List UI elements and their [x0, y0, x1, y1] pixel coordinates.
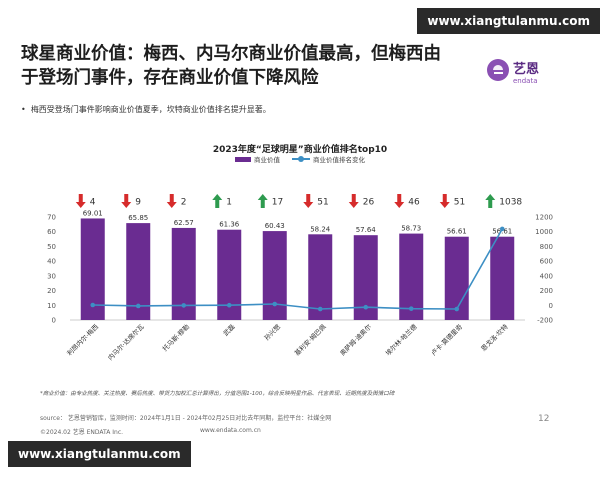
category-label: 孙兴慜 [262, 322, 283, 343]
watermark-top: www.xiangtulanmu.com [417, 8, 600, 34]
category-label: 奥萨姆·迪奥尔 [338, 322, 374, 358]
rank-change-point [363, 304, 369, 310]
category-label: 托马斯·穆勒 [160, 322, 191, 353]
right-axis-tick-label: 1000 [535, 228, 553, 236]
right-axis-tick-label: 1200 [535, 214, 553, 222]
rank-change-point [181, 303, 187, 308]
category-label: 内马尔·达席尔瓦 [106, 322, 146, 362]
bar-value-label: 65.85 [128, 214, 148, 222]
rank-change-point [317, 306, 323, 312]
rank-change-label: 26 [363, 198, 375, 208]
arrow-up-icon [257, 194, 268, 208]
endata-logo: 艺恩 endata [486, 56, 566, 88]
bullet-point: • 梅西受登场门事件影响商业价值夏季，坎特商业价值排名提升显著。 [21, 105, 271, 114]
rank-change-label: 1038 [499, 198, 522, 208]
rank-change-line [92, 228, 503, 310]
rank-change-point [454, 306, 460, 312]
legend-bar-swatch [235, 156, 251, 162]
legend-item-line: 商业价值排名变化 [292, 154, 365, 164]
rank-change-point [499, 226, 505, 232]
bar [490, 236, 515, 320]
bar-value-label: 60.43 [265, 222, 285, 230]
arrow-down-icon [439, 194, 450, 208]
source-text: source： 艺恩营销智库，监测时间：2024年1月1日 - 2024年02月… [40, 415, 332, 422]
chart-legend: 商业价值 商业价值排名变化 [0, 154, 600, 164]
rank-change-label: 4 [90, 198, 96, 208]
logo-sub-text: endata [513, 77, 538, 85]
legend-bar-label: 商业价值 [254, 156, 280, 164]
rank-change-label: 51 [454, 198, 465, 208]
bar [308, 234, 333, 320]
legend-line-label: 商业价值排名变化 [313, 156, 365, 164]
page-number: 12 [538, 414, 550, 424]
rank-change-point [226, 302, 232, 308]
rank-change-label: 51 [317, 198, 328, 208]
rank-change-point [272, 301, 278, 307]
right-axis-tick-label: 0 [549, 302, 553, 310]
arrow-down-icon [75, 194, 86, 208]
left-axis-tick-label: 70 [47, 214, 56, 222]
left-axis-tick-label: 0 [52, 317, 56, 325]
rank-change-label: 46 [408, 198, 420, 208]
bar-line-chart: 0 10 20 30 40 50 60 70 -200 0 200 400 600 800 1000 1200… [47, 194, 553, 362]
arrow-up-icon [485, 194, 496, 208]
bar-value-label: 61.36 [219, 221, 240, 229]
legend-item-bar: 商业价值 [235, 154, 280, 164]
rank-change-label: 17 [272, 198, 283, 208]
category-label: 埃尔林·哈兰德 [383, 322, 419, 358]
right-axis-tick-label: 800 [540, 243, 553, 251]
copyright-text: ©2024.02 艺恩 ENDATA Inc. [40, 429, 124, 436]
arrow-down-icon [121, 194, 132, 208]
bar-value-label: 62.57 [174, 219, 194, 227]
arrow-down-icon [166, 194, 177, 208]
bullet-text: 梅西受登场门事件影响商业价值夏季，坎特商业价值排名提升显著。 [30, 105, 271, 114]
footnote: *商业价值：由专业热度、关注热度、赛后热度、带货力加权汇总计算得出，分值范围1-… [40, 391, 395, 397]
bar [444, 236, 469, 320]
rank-change-point [408, 306, 414, 311]
arrow-down-icon [394, 194, 405, 208]
bar-value-label: 57.64 [356, 226, 377, 234]
arrow-down-icon [303, 194, 314, 208]
rank-change-label: 1 [226, 198, 232, 208]
right-axis-tick-label: 600 [540, 258, 553, 266]
left-axis-tick-label: 40 [47, 258, 56, 266]
category-label: 武磊 [221, 322, 237, 338]
arrow-up-icon [212, 194, 223, 208]
left-axis-tick-label: 30 [47, 272, 56, 280]
arrow-down-icon [348, 194, 359, 208]
watermark-bottom: www.xiangtulanmu.com [8, 441, 191, 467]
right-axis-tick-label: 400 [540, 272, 553, 280]
left-axis-tick-label: 20 [47, 287, 56, 295]
bar-value-label: 56.61 [447, 228, 467, 236]
endata-logo-icon: 艺恩 endata [487, 59, 539, 85]
left-axis-tick-label: 50 [47, 243, 56, 251]
right-axis-tick-label: 200 [540, 287, 553, 295]
category-label: 卢卡·莫德里奇 [429, 322, 465, 358]
bar-value-label: 58.73 [401, 225, 421, 233]
left-axis-tick-label: 60 [47, 228, 56, 236]
rank-change-point [135, 303, 141, 309]
rank-change-label: 9 [135, 198, 141, 208]
bar-value-label: 69.01 [83, 209, 103, 217]
rank-change-label: 2 [181, 198, 187, 208]
site-url: www.endata.com.cn [200, 427, 261, 434]
left-axis-tick-label: 10 [47, 302, 56, 310]
rank-change-point [90, 302, 96, 308]
category-label: 恩戈洛·坎特 [479, 322, 510, 353]
legend-line-swatch [292, 156, 310, 162]
bar-value-label: 58.24 [310, 225, 331, 233]
logo-text: 艺恩 [513, 61, 539, 77]
bar-value-label: 56.61 [492, 228, 512, 236]
right-axis-tick-label: -200 [537, 317, 553, 325]
bar [399, 233, 424, 320]
page-title: 球星商业价值：梅西、内马尔商业价值最高，但梅西由于登场门事件，存在商业价值下降风… [21, 44, 441, 88]
bar [262, 231, 287, 320]
chart-title: 2023年度“足球明星”商业价值排名top10 [212, 145, 388, 155]
category-label: 利昂内尔·梅西 [65, 322, 101, 358]
category-label: 基利安·姆巴佩 [292, 322, 328, 358]
